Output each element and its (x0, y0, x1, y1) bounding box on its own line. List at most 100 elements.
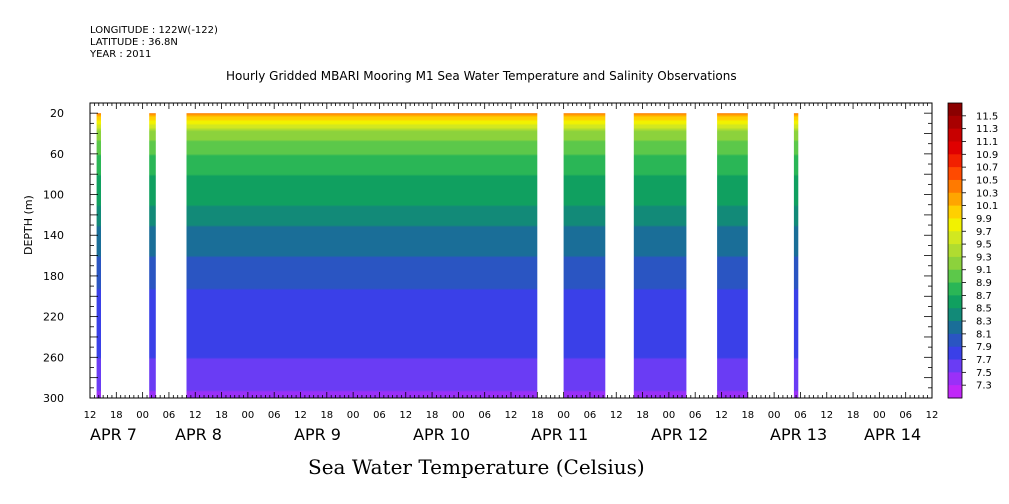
colorbar-label: 8.9 (976, 278, 992, 289)
colorbar-swatch (948, 179, 962, 194)
colorbar-label: 9.3 (976, 252, 992, 263)
colorbar-swatch (948, 321, 962, 335)
colorbar-label: 7.5 (976, 368, 992, 379)
colorbar-label: 9.7 (976, 227, 992, 238)
x-hour-label: 12 (820, 410, 833, 421)
x-hour-label: 06 (689, 410, 702, 421)
x-hour-label: 00 (242, 410, 255, 421)
y-tick-label: 180 (43, 270, 64, 283)
colorbar-label: 10.3 (976, 188, 998, 199)
x-hour-label: 12 (505, 410, 518, 421)
x-hour-label: 06 (794, 410, 807, 421)
x-hour-label: 00 (768, 410, 781, 421)
x-day-label: APR 10 (413, 425, 470, 444)
chart-title: Hourly Gridded MBARI Mooring M1 Sea Wate… (226, 69, 737, 83)
colorbar-label: 10.1 (976, 201, 998, 212)
colorbar-swatch (948, 269, 962, 284)
x-hour-label: 00 (452, 410, 465, 421)
colorbar-swatch (948, 218, 962, 232)
colorbar-label: 8.7 (976, 291, 992, 302)
colorbar-swatch (948, 154, 962, 168)
colorbar-swatch (948, 128, 962, 142)
colorbar-swatch (948, 231, 962, 245)
colorbar-swatch (948, 333, 962, 348)
latitude-label: LATITUDE : 36.8N (90, 37, 178, 48)
year-label: YEAR : 2011 (90, 49, 152, 60)
x-hour-label: 18 (636, 410, 649, 421)
x-hour-label: 06 (268, 410, 281, 421)
y-tick-label: 140 (43, 229, 64, 242)
x-day-label: APR 7 (90, 425, 137, 444)
colorbar-label: 9.5 (976, 240, 992, 251)
colorbar-label: 9.9 (976, 214, 992, 225)
x-hour-label: 12 (84, 410, 97, 421)
x-hour-label: 18 (110, 410, 123, 421)
data-segment (717, 113, 748, 398)
colorbar-swatch (948, 372, 962, 386)
x-hour-label: 06 (373, 410, 386, 421)
y-tick-label: 260 (43, 351, 64, 364)
colorbar-label: 11.5 (976, 111, 998, 122)
x-day-label: APR 8 (175, 425, 222, 444)
colorbar-swatch (948, 385, 962, 399)
colorbar-swatch (948, 244, 962, 258)
x-hour-label: 12 (610, 410, 623, 421)
data-segment (793, 113, 799, 398)
colorbar-title: Sea Water Temperature (Celsius) (308, 455, 645, 479)
colorbar-swatch (948, 103, 962, 117)
data-segment (563, 113, 606, 398)
colorbar-label: 10.5 (976, 175, 998, 186)
x-day-label: APR 9 (294, 425, 341, 444)
x-day-label: APR 13 (770, 425, 827, 444)
x-hour-label: 00 (347, 410, 360, 421)
longitude-label: LONGITUDE : 122W(-122) (90, 25, 218, 36)
x-day-label: APR 11 (531, 425, 588, 444)
colorbar-swatch (948, 167, 962, 181)
colorbar-swatch (948, 256, 962, 271)
colorbar-swatch (948, 192, 962, 207)
colorbar-label: 8.5 (976, 304, 992, 315)
colorbar-label: 8.1 (976, 329, 992, 340)
x-hour-label: 12 (399, 410, 412, 421)
colorbar-swatch (948, 308, 962, 322)
x-hour-label: 18 (426, 410, 439, 421)
x-hour-label: 00 (663, 410, 676, 421)
colorbar-label: 7.9 (976, 342, 992, 353)
colorbar-label: 10.9 (976, 150, 998, 161)
x-hour-label: 06 (478, 410, 491, 421)
colorbar-label: 7.3 (976, 381, 992, 392)
x-hour-label: 18 (320, 410, 333, 421)
x-hour-label: 06 (163, 410, 176, 421)
data-segment (96, 113, 101, 398)
colorbar-swatch (948, 359, 962, 373)
colorbar-label: 10.7 (976, 163, 998, 174)
colorbar-swatch (948, 141, 962, 155)
x-hour-label: 18 (741, 410, 754, 421)
y-tick-label: 220 (43, 311, 64, 324)
colorbar-label: 9.1 (976, 265, 992, 276)
x-hour-label: 00 (136, 410, 149, 421)
x-hour-label: 00 (557, 410, 570, 421)
x-day-label: APR 14 (864, 425, 921, 444)
x-day-label: APR 12 (651, 425, 708, 444)
y-tick-label: 60 (50, 148, 64, 161)
colorbar-swatch (948, 346, 962, 361)
y-tick-label: 300 (43, 392, 64, 405)
colorbar-swatch (948, 205, 962, 219)
data-segment (149, 113, 156, 398)
x-hour-label: 06 (584, 410, 597, 421)
x-hour-label: 12 (294, 410, 307, 421)
data-segment (633, 113, 687, 398)
colorbar-swatch (948, 282, 962, 296)
x-hour-label: 06 (899, 410, 912, 421)
y-tick-label: 100 (43, 189, 64, 202)
x-hour-label: 18 (847, 410, 860, 421)
x-hour-label: 12 (189, 410, 202, 421)
colorbar-swatch (948, 295, 962, 309)
colorbar-label: 11.1 (976, 137, 998, 148)
x-hour-label: 12 (715, 410, 728, 421)
colorbar-swatch (948, 115, 962, 130)
colorbar-label: 7.7 (976, 355, 992, 366)
x-hour-label: 18 (215, 410, 228, 421)
